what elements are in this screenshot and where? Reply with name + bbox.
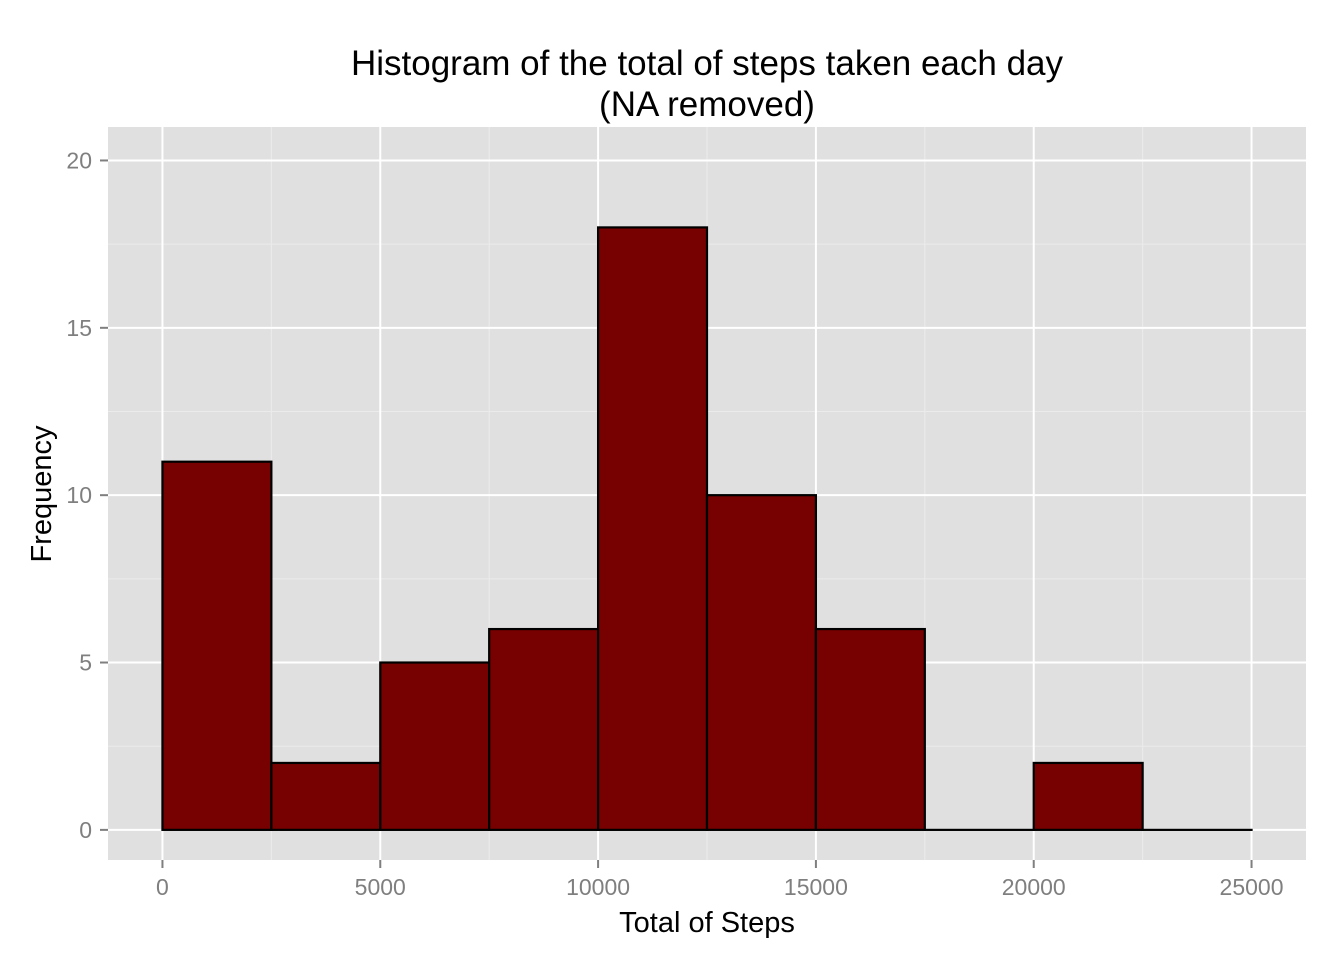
histogram-bar — [1032, 761, 1144, 831]
y-tick-label: 5 — [79, 650, 92, 676]
x-tick-label: 20000 — [1002, 874, 1066, 900]
histogram-bars — [161, 226, 1253, 831]
histogram-bar — [379, 661, 491, 831]
y-axis: 0 5 10 15 20 — [66, 147, 108, 843]
y-tick-label: 10 — [66, 482, 92, 508]
y-tick-label: 20 — [66, 147, 92, 173]
x-tick-label: 15000 — [784, 874, 848, 900]
chart-subtitle: (NA removed) — [599, 85, 815, 124]
chart-title: Histogram of the total of steps taken ea… — [351, 44, 1064, 83]
y-tick-label: 0 — [79, 817, 92, 843]
histogram-bar — [270, 761, 382, 831]
x-tick-label: 10000 — [566, 874, 630, 900]
x-axis-title: Total of Steps — [619, 907, 795, 939]
y-tick-label: 15 — [66, 315, 92, 341]
x-tick-label: 5000 — [355, 874, 406, 900]
histogram-bar — [488, 627, 600, 831]
histogram-bar — [705, 494, 818, 831]
x-tick-label: 0 — [156, 874, 169, 900]
histogram-bar — [814, 627, 926, 831]
x-axis: 0 5000 10000 15000 20000 25000 — [156, 860, 1284, 900]
histogram-bar — [596, 226, 709, 831]
histogram-bar — [161, 460, 273, 831]
x-tick-label: 25000 — [1220, 874, 1284, 900]
y-axis-title: Frequency — [26, 425, 58, 563]
